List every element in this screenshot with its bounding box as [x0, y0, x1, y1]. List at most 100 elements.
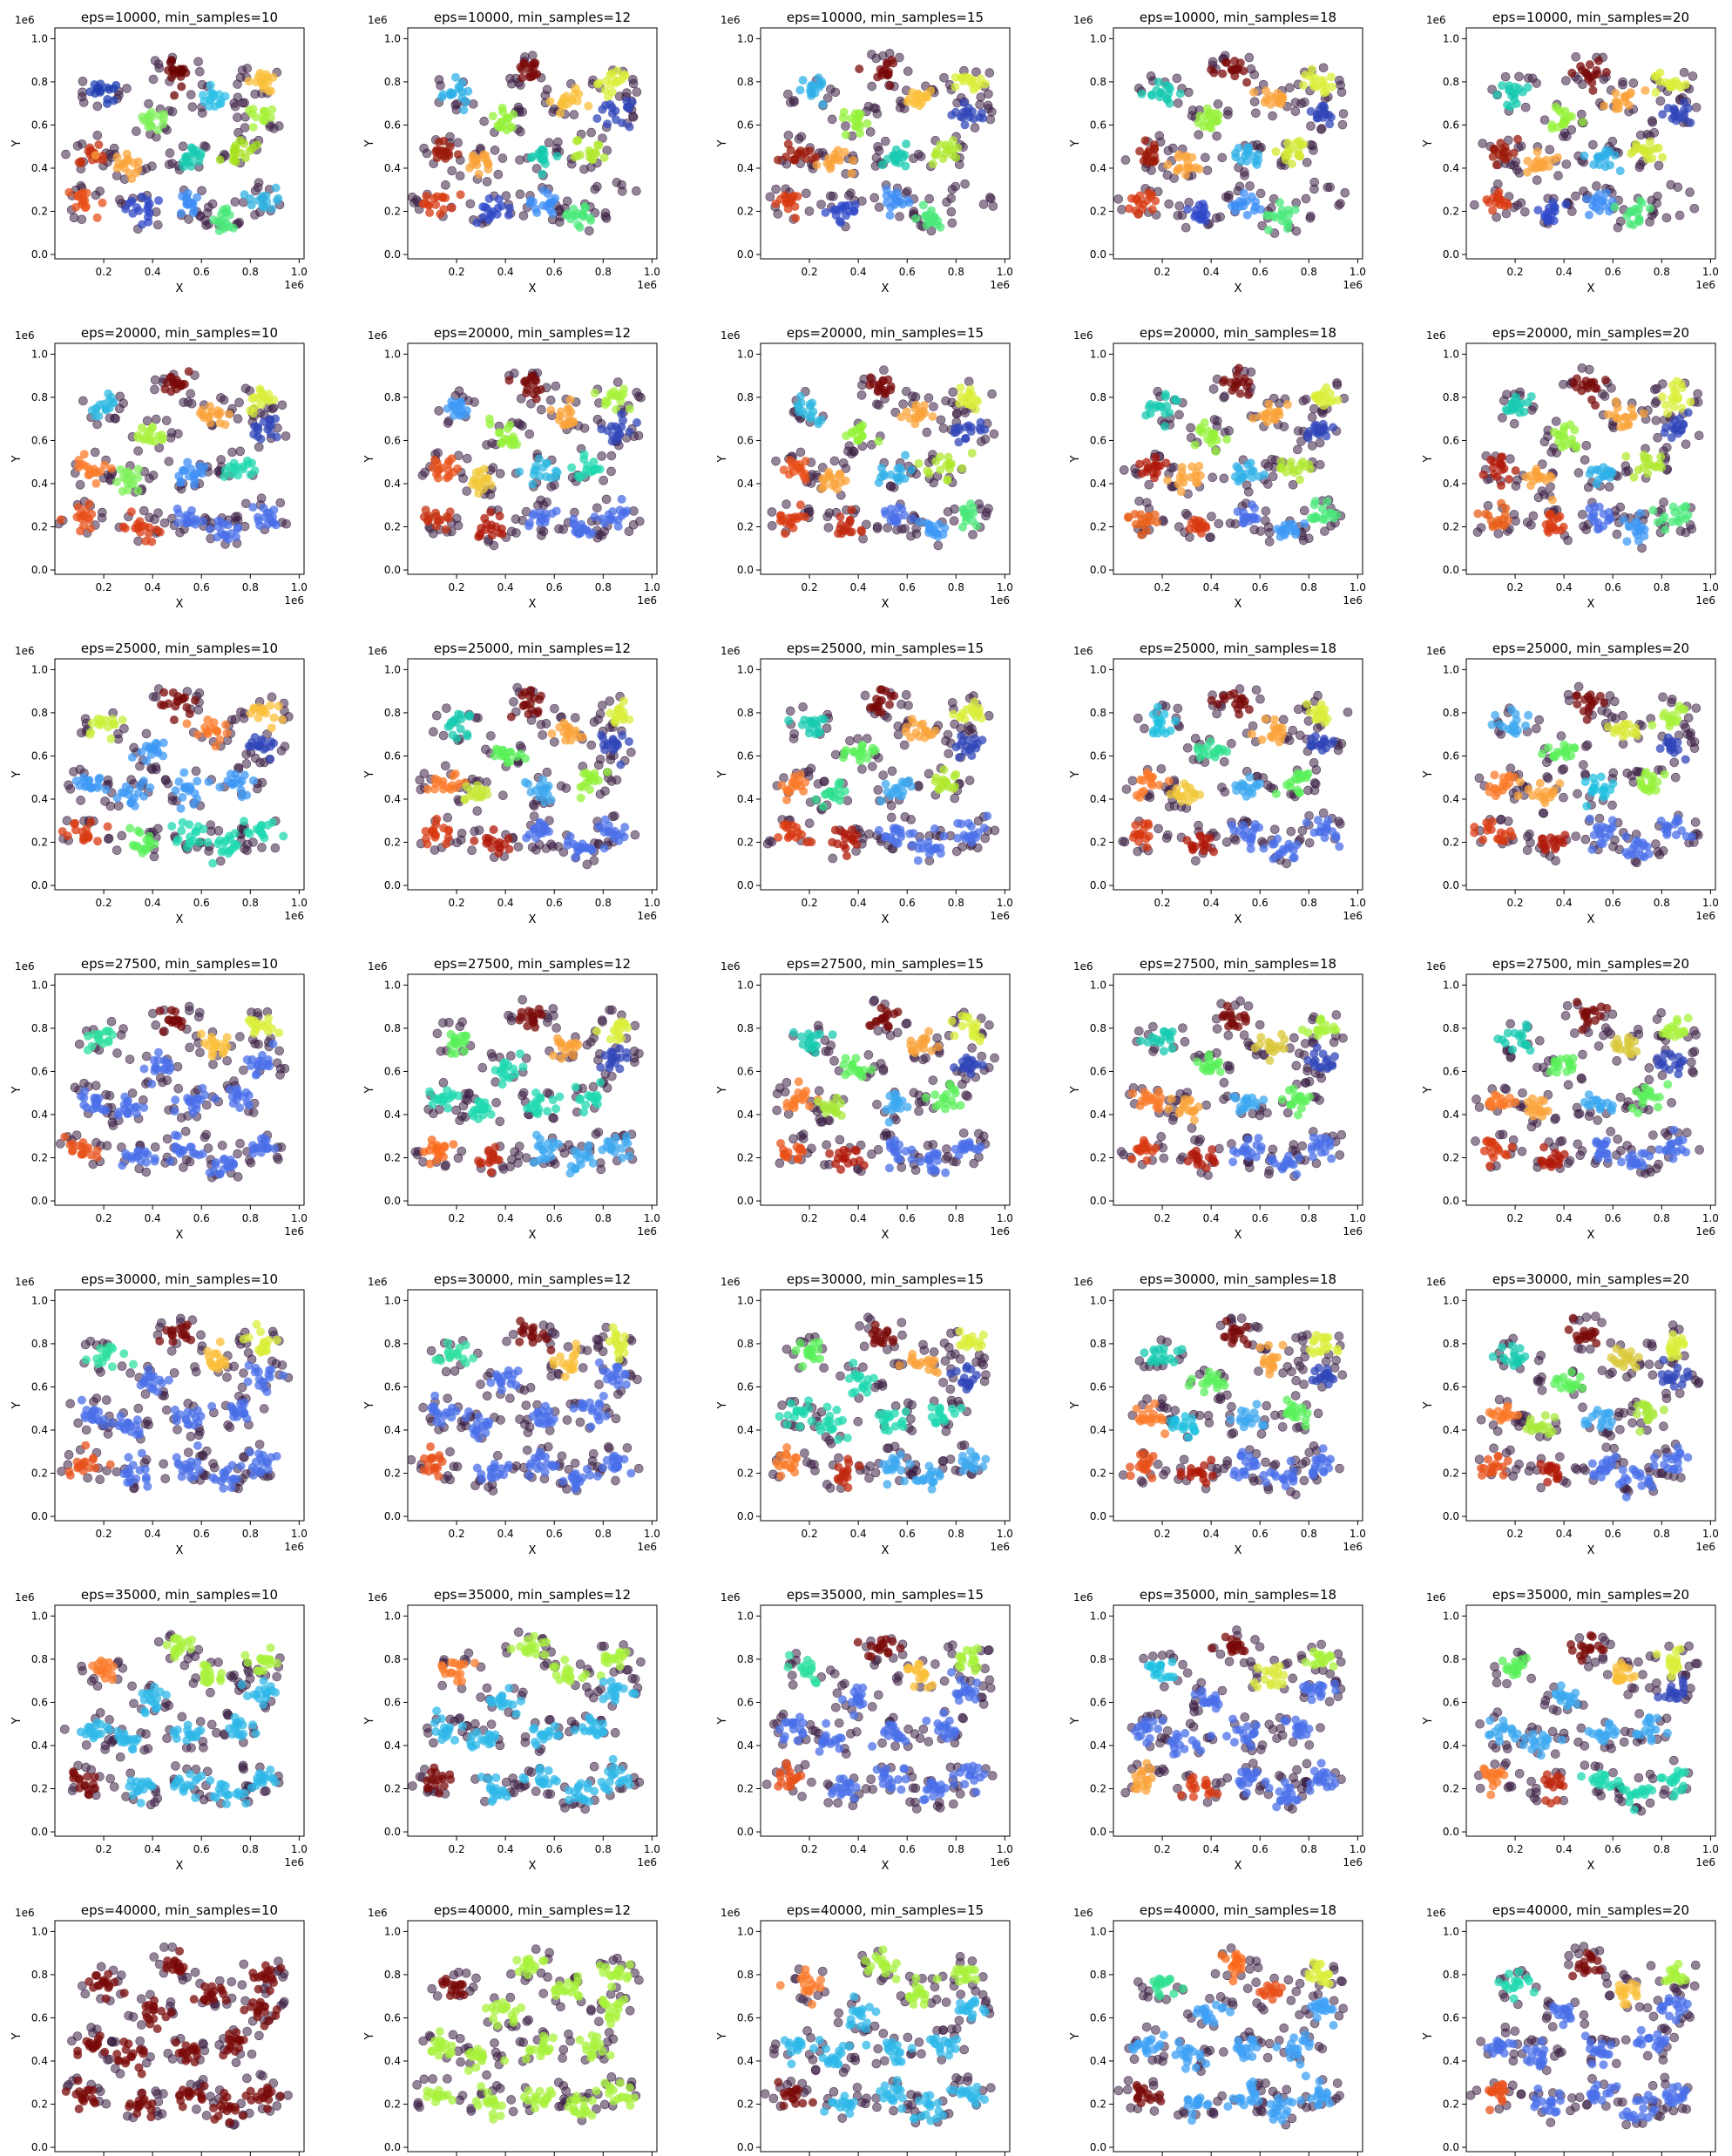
cluster-point: [792, 514, 802, 524]
cluster-point: [1275, 198, 1285, 207]
cluster-point: [614, 76, 624, 85]
cluster-point: [177, 826, 186, 836]
cluster-point: [1547, 495, 1557, 505]
cluster-point: [1305, 464, 1315, 474]
cluster-point: [580, 202, 590, 212]
cluster-point: [886, 470, 896, 479]
axes-frame: [1113, 27, 1363, 260]
cluster-point: [807, 89, 816, 98]
cluster-point: [854, 112, 863, 122]
noise-point: [227, 715, 237, 725]
cluster-point: [1589, 159, 1599, 169]
cluster-point: [535, 695, 545, 704]
y-tick-label: 0.4: [384, 478, 401, 490]
cluster-point: [236, 785, 246, 795]
noise-point: [1174, 410, 1184, 420]
y-tick-label: 1.0: [31, 663, 48, 675]
cluster-point: [784, 513, 794, 523]
x-tick-label: 0.4: [1556, 581, 1573, 593]
cluster-point: [254, 425, 263, 435]
noise-point: [1523, 73, 1533, 83]
noise-point: [178, 141, 188, 152]
noise-point: [886, 812, 896, 823]
x-tick-label: 0.2: [96, 266, 112, 278]
cluster-point: [118, 715, 127, 725]
x-axis-label: X: [882, 598, 890, 611]
cluster-point: [1683, 408, 1693, 417]
cluster-point: [1231, 153, 1241, 162]
cluster-point: [489, 825, 498, 835]
noise-point: [900, 524, 910, 533]
cluster-point: [167, 822, 177, 831]
noise-point: [865, 127, 876, 137]
cluster-point: [1243, 460, 1253, 470]
cluster-point: [247, 144, 257, 153]
cluster-point: [1557, 442, 1566, 451]
cluster-point: [931, 457, 941, 466]
cluster-point: [1157, 403, 1167, 412]
noise-point: [957, 842, 967, 852]
cluster-point: [910, 419, 920, 429]
cluster-point: [454, 84, 463, 93]
cluster-point: [215, 735, 225, 744]
cluster-point: [506, 747, 516, 756]
scatter-points: [1470, 51, 1702, 233]
noise-point: [544, 138, 554, 147]
cluster-point: [1628, 412, 1638, 422]
cluster-point: [264, 390, 274, 399]
noise-point: [142, 416, 152, 426]
cluster-point: [619, 832, 629, 842]
cluster-point: [590, 388, 599, 397]
cluster-point: [954, 437, 964, 447]
noise-point: [133, 446, 143, 456]
cluster-point: [555, 722, 565, 732]
y-tick-label: 0.2: [1443, 521, 1459, 533]
noise-point: [80, 714, 91, 724]
noise-point: [257, 843, 267, 852]
cluster-point: [247, 200, 256, 210]
cluster-point: [624, 104, 633, 113]
noise-point: [77, 214, 87, 225]
cluster-point: [1572, 444, 1581, 453]
noise-point: [1309, 177, 1320, 187]
cluster-point: [143, 212, 152, 221]
noise-point: [141, 164, 152, 173]
x-tick-label: 0.8: [595, 266, 612, 278]
noise-point: [872, 524, 883, 533]
cluster-point: [248, 123, 258, 132]
noise-point: [1264, 527, 1275, 538]
x-tick-label: 0.6: [546, 266, 563, 278]
noise-point: [486, 731, 496, 741]
axes-frame: [407, 658, 658, 891]
noise-point: [1302, 158, 1312, 167]
y-axis-label: Y: [1069, 139, 1082, 147]
x-tick-label: 0.6: [546, 581, 563, 593]
x-tick-label: 0.8: [595, 581, 612, 593]
cluster-point: [1124, 512, 1133, 522]
noise-point: [470, 826, 479, 837]
noise-point: [195, 66, 205, 77]
noise-point: [1219, 473, 1229, 484]
cluster-point: [1570, 425, 1580, 435]
y-tick-label: 1.0: [31, 348, 48, 360]
y-tick-label: 0.4: [737, 162, 754, 174]
x-tick-label: 0.4: [850, 266, 867, 278]
cluster-point: [833, 146, 842, 155]
cluster-point: [85, 87, 95, 97]
y-tick-label: 0.4: [384, 162, 401, 174]
noise-point: [614, 92, 625, 101]
cluster-point: [485, 419, 495, 429]
cluster-point: [1624, 100, 1634, 110]
noise-point: [1687, 524, 1696, 534]
noise-point: [213, 826, 224, 836]
noise-point: [860, 690, 870, 701]
noise-point: [187, 102, 198, 112]
cluster-point: [211, 742, 220, 751]
cluster-point: [232, 840, 241, 850]
scatter-points: [1119, 363, 1350, 546]
cluster-point: [773, 155, 782, 165]
cluster-point: [430, 784, 439, 794]
cluster-point: [895, 464, 904, 473]
noise-point: [550, 703, 559, 714]
noise-point: [1296, 98, 1306, 109]
